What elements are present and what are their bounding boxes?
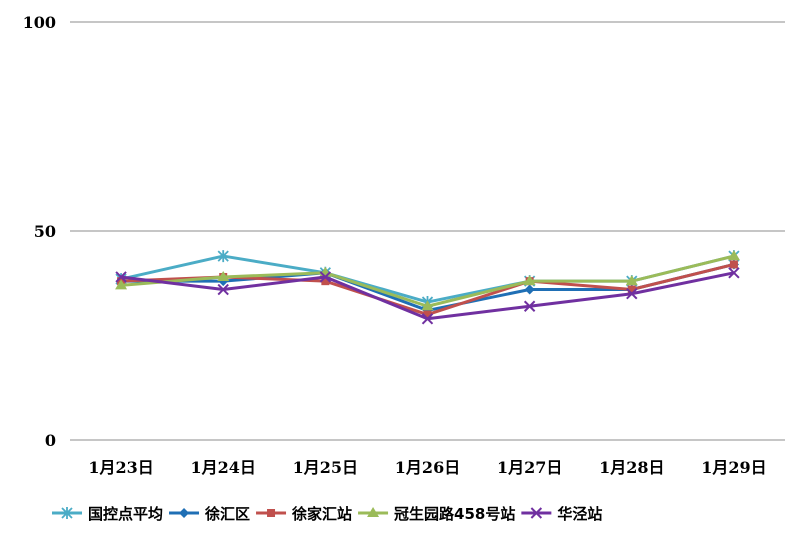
- x-tick-label: 1月25日: [293, 458, 358, 477]
- data-point: [115, 279, 128, 290]
- data-point: [217, 250, 229, 263]
- gridlines: [70, 21, 785, 441]
- legend-label: 徐家汇站: [291, 505, 352, 523]
- data-point: [626, 287, 638, 300]
- legend-label: 华泾站: [557, 505, 602, 523]
- legend-marker: [61, 507, 73, 519]
- data-point: [728, 267, 740, 279]
- legend-label: 徐汇区: [204, 505, 250, 523]
- y-axis-ticks: 0 50 100: [23, 13, 56, 450]
- data-point: [421, 313, 434, 325]
- x-axis-ticks: 1月23日 1月24日 1月25日 1月26日 1月27日 1月28日 1月29日: [88, 458, 766, 477]
- y-tick-label: 50: [34, 222, 56, 241]
- data-point: [421, 300, 434, 311]
- data-point: [627, 285, 636, 294]
- x-tick-label: 1月23日: [88, 458, 153, 477]
- data-point: [729, 260, 738, 269]
- legend-marker: [179, 508, 190, 518]
- series-lines: [115, 250, 740, 325]
- data-point: [423, 310, 432, 319]
- x-tick-label: 1月28日: [599, 458, 664, 477]
- legend-item: 华泾站: [521, 505, 602, 523]
- x-tick-label: 1月26日: [395, 458, 460, 477]
- data-point: [524, 284, 535, 295]
- y-tick-label: 100: [23, 13, 56, 32]
- legend-item: 徐汇区: [169, 505, 250, 523]
- legend-label: 冠生园路458号站: [394, 505, 515, 523]
- data-point: [625, 275, 638, 286]
- y-tick-label: 0: [45, 431, 56, 450]
- legend: 国控点平均 徐汇区 徐家汇站 冠生园路458号站 华泾站: [52, 505, 602, 523]
- data-point: [727, 250, 740, 261]
- legend-label: 国控点平均: [88, 505, 163, 523]
- legend-marker: [267, 509, 276, 517]
- legend-marker: [367, 507, 380, 517]
- legend-item: 冠生园路458号站: [358, 505, 515, 523]
- data-point: [321, 277, 330, 286]
- data-point: [217, 283, 229, 296]
- x-tick-label: 1月29日: [701, 458, 766, 477]
- series-group: [115, 267, 740, 325]
- x-tick-label: 1月27日: [497, 458, 562, 477]
- legend-item: 徐家汇站: [256, 505, 352, 523]
- data-point: [217, 270, 230, 281]
- data-point: [523, 300, 536, 312]
- data-point: [115, 271, 127, 283]
- data-point: [523, 275, 536, 286]
- legend-marker: [530, 507, 543, 519]
- x-tick-label: 1月24日: [191, 458, 256, 477]
- legend-item: 国控点平均: [52, 505, 163, 523]
- data-point: [319, 271, 332, 283]
